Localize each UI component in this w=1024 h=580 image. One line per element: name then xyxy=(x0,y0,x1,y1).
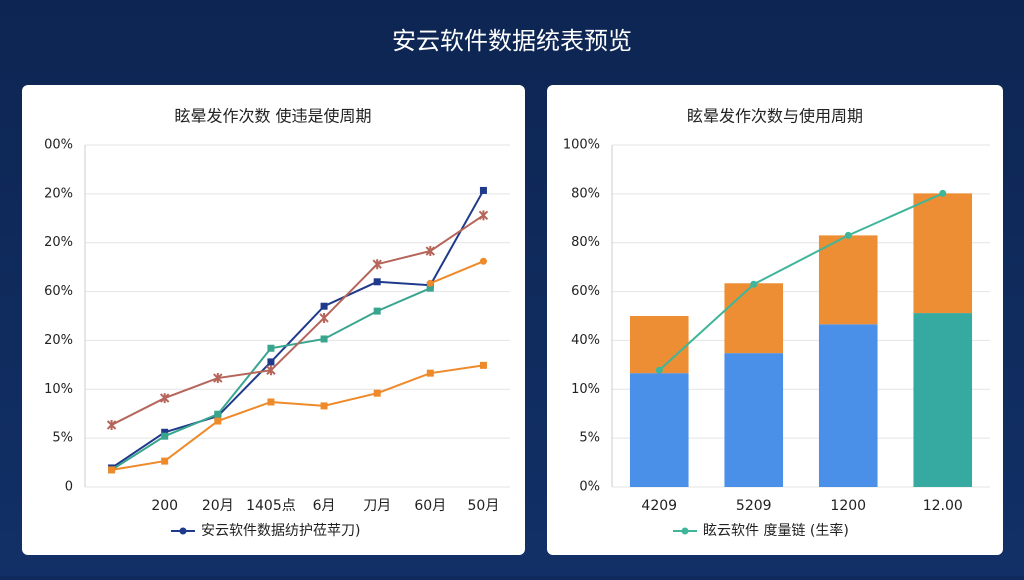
marker xyxy=(426,279,434,287)
bar xyxy=(818,324,878,487)
bar xyxy=(629,316,689,374)
marker xyxy=(214,417,222,425)
panel xyxy=(22,85,525,555)
chart-title: 眩晕发作次数 使违是使周期 xyxy=(174,107,371,126)
marker xyxy=(159,393,170,404)
chart-title: 眩晕发作次数与使用周期 xyxy=(687,107,863,126)
marker xyxy=(939,189,947,197)
y-tick-label: 0% xyxy=(579,480,600,495)
marker xyxy=(478,210,489,221)
marker xyxy=(214,410,222,418)
bar xyxy=(629,373,689,487)
x-tick-label: 12.00 xyxy=(923,498,963,514)
marker xyxy=(108,466,116,474)
bar xyxy=(818,235,878,325)
legend-label: 安云软件数据纺护莅苹刀) xyxy=(201,523,360,539)
y-tick-label: 60% xyxy=(44,284,73,299)
marker xyxy=(320,402,328,410)
bar xyxy=(913,313,973,487)
x-tick-label: 6月 xyxy=(313,498,336,514)
marker xyxy=(319,312,329,323)
line xyxy=(111,214,484,426)
x-tick-label: 60月 xyxy=(414,498,446,514)
marker xyxy=(373,278,381,286)
x-tick-label: 1200 xyxy=(830,498,866,514)
marker xyxy=(267,358,275,366)
legend-swatch xyxy=(179,527,187,535)
marker xyxy=(161,428,169,436)
y-tick-label: 5% xyxy=(52,431,73,446)
marker xyxy=(267,344,275,352)
marker xyxy=(320,302,328,310)
marker xyxy=(479,361,487,369)
x-tick-label: 1405点 xyxy=(246,498,296,514)
line xyxy=(429,260,484,285)
marker xyxy=(426,369,434,377)
y-tick-label: 80% xyxy=(571,235,600,250)
legend-label: 眩云软件 度量链 (生率) xyxy=(703,522,849,539)
x-tick-label: 4209 xyxy=(641,498,677,514)
y-tick-label: 100% xyxy=(563,138,600,153)
marker xyxy=(750,280,758,288)
page-title: 安云软件数据统表预览 xyxy=(392,27,632,55)
marker xyxy=(844,231,852,239)
bar xyxy=(913,193,973,314)
line xyxy=(658,192,944,371)
marker xyxy=(106,419,117,430)
y-tick-label: 0 xyxy=(65,480,73,495)
marker xyxy=(213,373,223,384)
y-tick-label: 00% xyxy=(44,138,73,153)
marker xyxy=(655,366,663,374)
x-tick-label: 20月 xyxy=(202,498,234,514)
marker xyxy=(266,365,276,376)
marker xyxy=(425,246,436,257)
line xyxy=(111,189,485,469)
y-tick-label: 10% xyxy=(571,382,600,397)
marker xyxy=(373,389,381,397)
y-tick-label: 20% xyxy=(44,333,73,348)
bar xyxy=(724,353,784,487)
y-tick-label: 5% xyxy=(579,431,600,446)
x-tick-label: 5209 xyxy=(736,498,772,514)
x-tick-label: 刀月 xyxy=(363,498,391,514)
y-tick-label: 20% xyxy=(44,235,73,250)
marker xyxy=(161,457,169,465)
y-tick-label: 20% xyxy=(44,186,73,201)
marker xyxy=(479,257,487,265)
bar xyxy=(724,283,784,354)
x-tick-label: 50月 xyxy=(468,498,500,514)
y-tick-label: 40% xyxy=(571,333,600,348)
marker xyxy=(267,398,275,406)
y-tick-label: 80% xyxy=(571,186,600,201)
marker xyxy=(426,284,434,292)
marker xyxy=(373,307,381,315)
marker xyxy=(479,186,487,194)
y-tick-label: 60% xyxy=(571,284,600,299)
marker xyxy=(372,259,382,270)
y-tick-label: 10% xyxy=(44,382,73,397)
marker xyxy=(320,335,328,343)
x-tick-label: 200 xyxy=(151,498,178,514)
marker xyxy=(161,432,169,440)
line xyxy=(111,364,484,471)
legend-swatch xyxy=(681,527,689,535)
